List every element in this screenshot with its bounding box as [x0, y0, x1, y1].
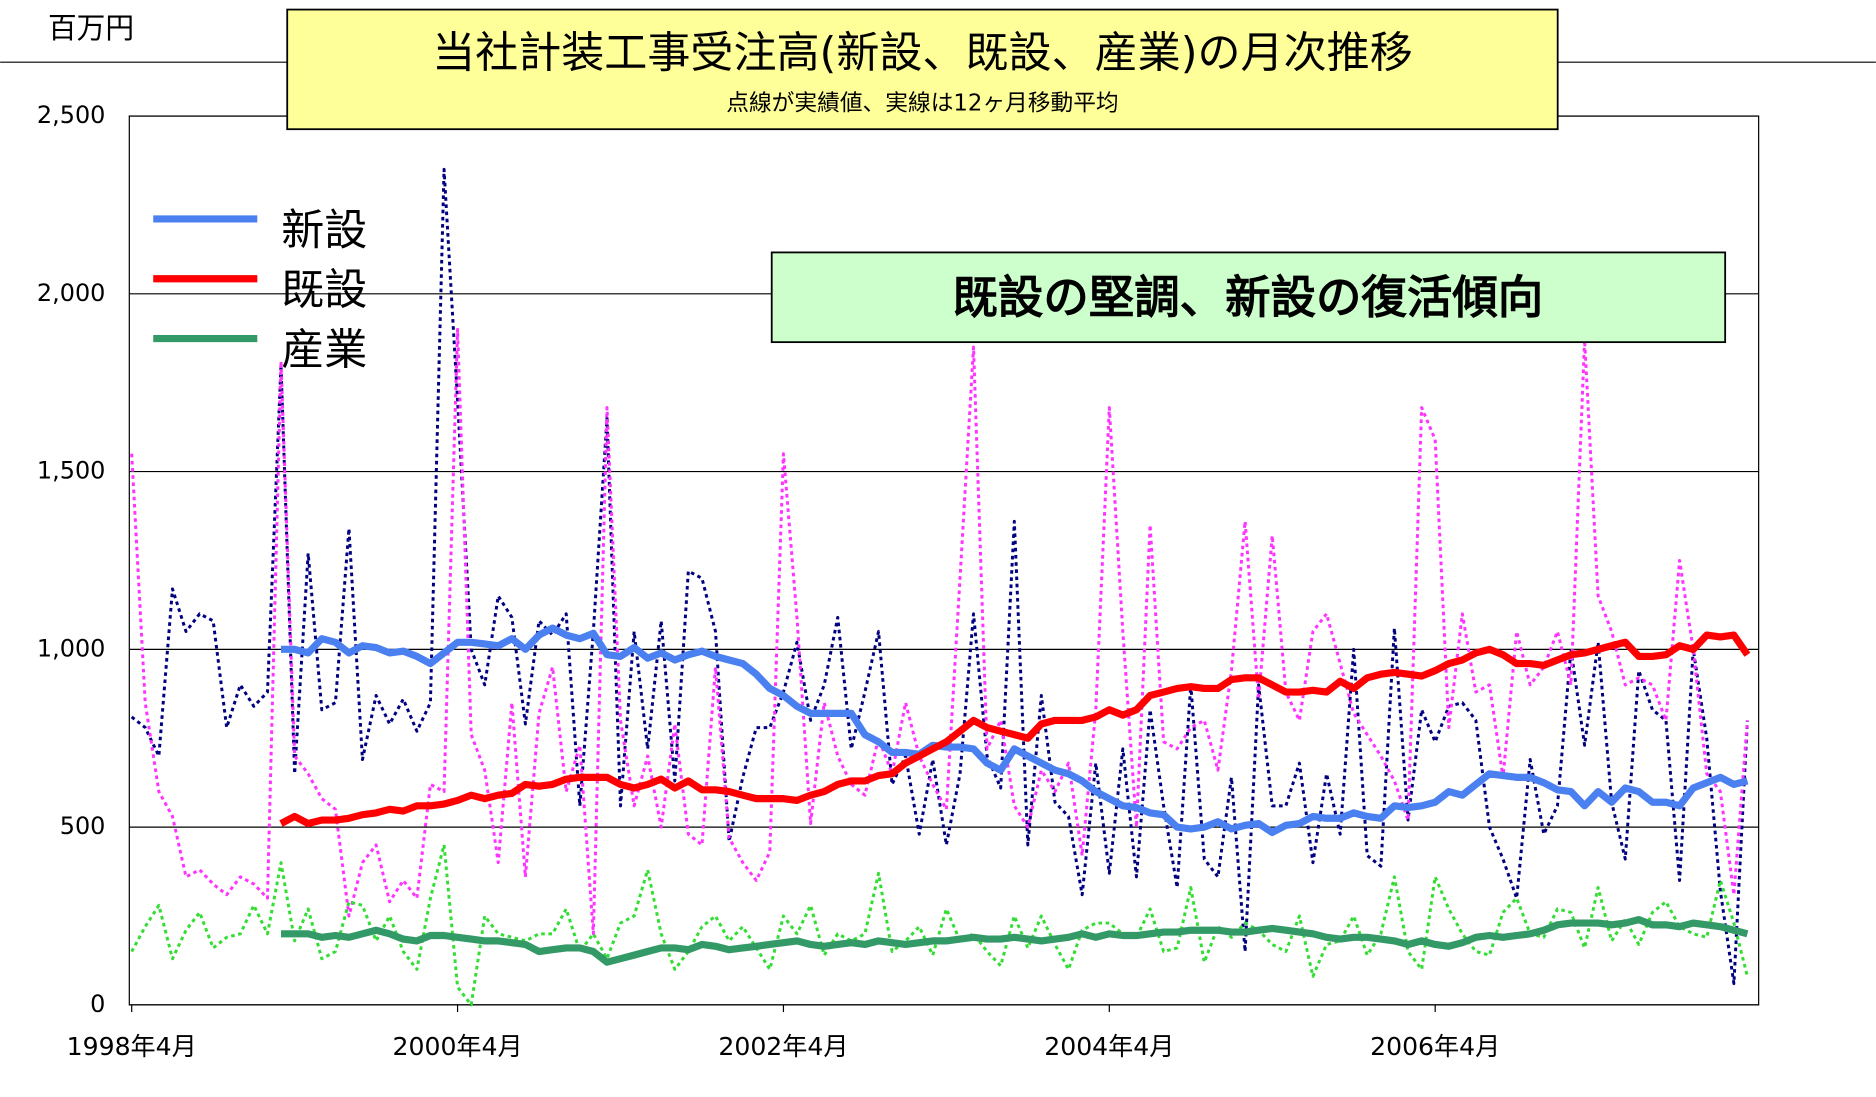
legend-label: 既設 — [281, 266, 367, 316]
y-tick-label: 1,500 — [37, 457, 105, 485]
y-tick-label: 2,000 — [37, 279, 105, 307]
x-tick-label: 2000年4月 — [393, 1032, 523, 1061]
chart-title: 当社計装工事受注高(新設、既設、産業)の月次推移 — [432, 29, 1413, 79]
legend-label: 新設 — [281, 206, 367, 256]
axes: 0 500 1,000 1,500 2,000 2,500 1998年4月 2000年4月 20… — [37, 101, 1500, 1061]
average-line — [280, 624, 1749, 837]
y-tick-label: 1,000 — [37, 634, 105, 662]
average-line — [279, 631, 1751, 828]
plot-area — [128, 115, 1760, 1006]
y-tick-label: 2,500 — [37, 101, 105, 129]
y-tick-label: 500 — [60, 812, 106, 840]
x-tick-label: 2006年4月 — [1370, 1032, 1500, 1061]
annotation-box — [770, 251, 1727, 344]
y-tick-label: 0 — [90, 990, 105, 1018]
x-tick-label: 2002年4月 — [718, 1032, 848, 1061]
actual-line — [130, 843, 1749, 1007]
x-tick-label: 1998年4月 — [67, 1032, 197, 1061]
lines — [130, 167, 1751, 1007]
average-line — [280, 916, 1749, 966]
title-box — [286, 8, 1559, 131]
chart-subtitle: 点線が実績値、実線は12ヶ月移動平均 — [726, 91, 1118, 117]
actual-line — [130, 327, 1749, 936]
legend-label: 産業 — [281, 325, 367, 375]
x-tick-label: 2004年4月 — [1044, 1032, 1174, 1061]
annotation: 既設の堅調、新設の復活傾向 — [952, 271, 1543, 324]
y-unit: 百万円 — [48, 11, 134, 45]
